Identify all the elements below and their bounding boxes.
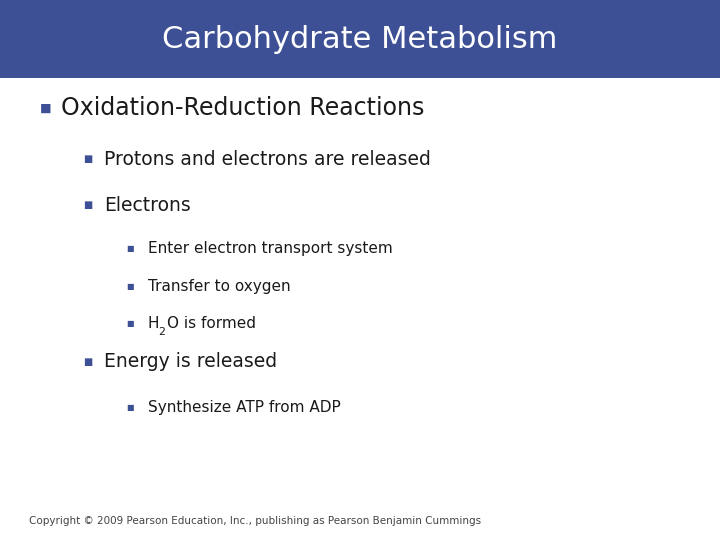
Text: ■: ■ [40,102,51,114]
Text: H: H [148,316,159,332]
Text: 2: 2 [158,327,165,336]
Text: Oxidation-Reduction Reactions: Oxidation-Reduction Reactions [61,96,425,120]
Text: Carbohydrate Metabolism: Carbohydrate Metabolism [162,25,558,53]
Text: Copyright © 2009 Pearson Education, Inc., publishing as Pearson Benjamin Cumming: Copyright © 2009 Pearson Education, Inc.… [29,516,481,526]
Text: Energy is released: Energy is released [104,352,277,372]
Text: Enter electron transport system: Enter electron transport system [148,241,392,256]
Text: ■: ■ [83,154,92,164]
Text: O is formed: O is formed [167,316,256,332]
Text: ■: ■ [83,357,92,367]
Text: Synthesize ATP from ADP: Synthesize ATP from ADP [148,400,341,415]
FancyBboxPatch shape [0,0,720,78]
Text: ■: ■ [126,320,133,328]
Text: Protons and electrons are released: Protons and electrons are released [104,150,431,169]
Text: ■: ■ [126,244,133,253]
Text: ■: ■ [126,403,133,412]
Text: Electrons: Electrons [104,195,191,215]
Text: ■: ■ [83,200,92,210]
Text: Transfer to oxygen: Transfer to oxygen [148,279,290,294]
Text: ■: ■ [126,282,133,291]
